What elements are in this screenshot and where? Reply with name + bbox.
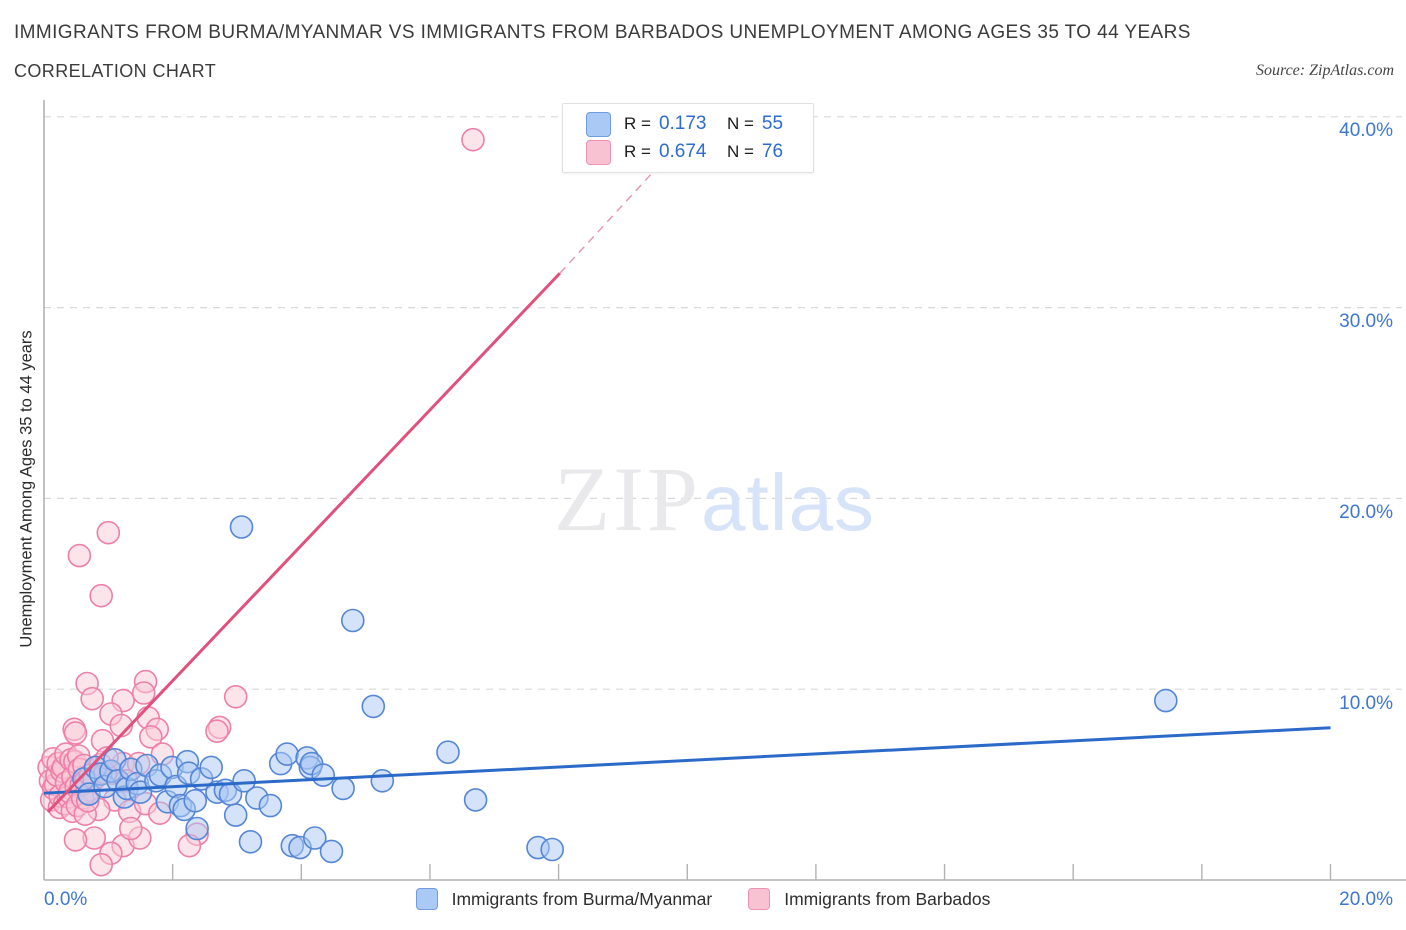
data-point-barbados[interactable] <box>131 681 156 705</box>
data-point-burma[interactable] <box>331 776 355 801</box>
barbados-legend-swatch <box>748 888 771 910</box>
watermark-zip: ZIP <box>554 448 701 550</box>
data-point-burma[interactable] <box>223 803 248 827</box>
data-point-barbados[interactable] <box>89 583 113 608</box>
burma-legend-swatch <box>415 888 438 910</box>
page-title: IMMIGRANTS FROM BURMA/MYANMAR VS IMMIGRA… <box>14 22 1191 43</box>
data-point-burma[interactable] <box>258 793 283 818</box>
n-label: N = <box>726 142 754 161</box>
data-point-burma[interactable] <box>311 763 336 787</box>
data-point-burma[interactable] <box>370 768 395 793</box>
y-tick-label-20: 20.0% <box>1339 502 1393 523</box>
n-label: N = <box>726 114 754 133</box>
burma-n-value: 55 <box>761 113 784 134</box>
r-label: R = <box>624 114 651 133</box>
stats-row-barbados: R = 0.674 N = 76 <box>586 139 813 165</box>
data-point-burma[interactable] <box>238 829 263 854</box>
barbados-series-swatch <box>586 139 611 165</box>
zipatlas-watermark: ZIPatlas <box>554 446 875 552</box>
watermark-atlas: atlas <box>701 458 875 547</box>
series-legend: Immigrants from Burma/Myanmar Immigrants… <box>0 888 1406 910</box>
data-point-barbados[interactable] <box>63 828 88 852</box>
burma-r-value: 0.173 <box>658 113 707 134</box>
data-point-barbados[interactable] <box>96 520 121 545</box>
data-point-burma[interactable] <box>436 740 460 765</box>
data-point-barbados[interactable] <box>89 852 113 877</box>
barbados-r-value: 0.674 <box>658 141 707 162</box>
data-point-barbados[interactable] <box>223 684 248 709</box>
data-point-barbados[interactable] <box>139 725 163 749</box>
data-point-burma[interactable] <box>340 608 365 633</box>
barbados-legend-label: Immigrants from Barbados <box>784 888 991 909</box>
y-tick-label-40: 40.0% <box>1339 120 1393 141</box>
data-point-burma[interactable] <box>199 755 223 780</box>
source-attribution: Source: ZipAtlas.com <box>1255 62 1394 79</box>
r-label: R = <box>624 142 651 161</box>
data-point-burma[interactable] <box>463 788 488 812</box>
x-axis-min-label: 0.0% <box>44 889 88 910</box>
data-point-burma[interactable] <box>361 694 386 719</box>
data-point-barbados[interactable] <box>461 127 485 152</box>
data-point-barbados[interactable] <box>119 816 143 841</box>
data-point-burma[interactable] <box>302 826 327 850</box>
trend-line-barbados <box>46 272 561 814</box>
burma-legend-label: Immigrants from Burma/Myanmar <box>451 888 713 909</box>
data-point-barbados[interactable] <box>63 721 88 745</box>
data-point-burma[interactable] <box>319 839 344 864</box>
y-tick-label-10: 10.0% <box>1339 693 1393 714</box>
data-point-barbados[interactable] <box>205 719 229 744</box>
data-point-burma[interactable] <box>232 768 256 793</box>
data-point-burma[interactable] <box>229 515 254 539</box>
y-axis-title: Unemployment Among Ages 35 to 44 years <box>17 330 36 648</box>
y-tick-label-30: 30.0% <box>1339 311 1393 332</box>
data-point-burma[interactable] <box>275 742 299 766</box>
data-point-burma[interactable] <box>540 837 565 862</box>
data-point-barbados[interactable] <box>80 686 104 711</box>
data-point-burma[interactable] <box>1154 688 1178 713</box>
data-point-barbados[interactable] <box>67 543 92 568</box>
correlation-stats-legend: R = 0.173 N = 55 R = 0.674 N = 76 <box>562 103 814 173</box>
trend-line-burma <box>43 726 1331 795</box>
page-subtitle: CORRELATION CHART <box>14 61 217 81</box>
burma-series-swatch <box>586 111 611 137</box>
data-point-burma[interactable] <box>183 788 207 813</box>
stats-row-burma: R = 0.173 N = 55 <box>586 111 813 137</box>
x-axis-max-label: 20.0% <box>1339 889 1393 910</box>
barbados-n-value: 76 <box>761 141 784 162</box>
data-point-burma[interactable] <box>185 816 209 841</box>
